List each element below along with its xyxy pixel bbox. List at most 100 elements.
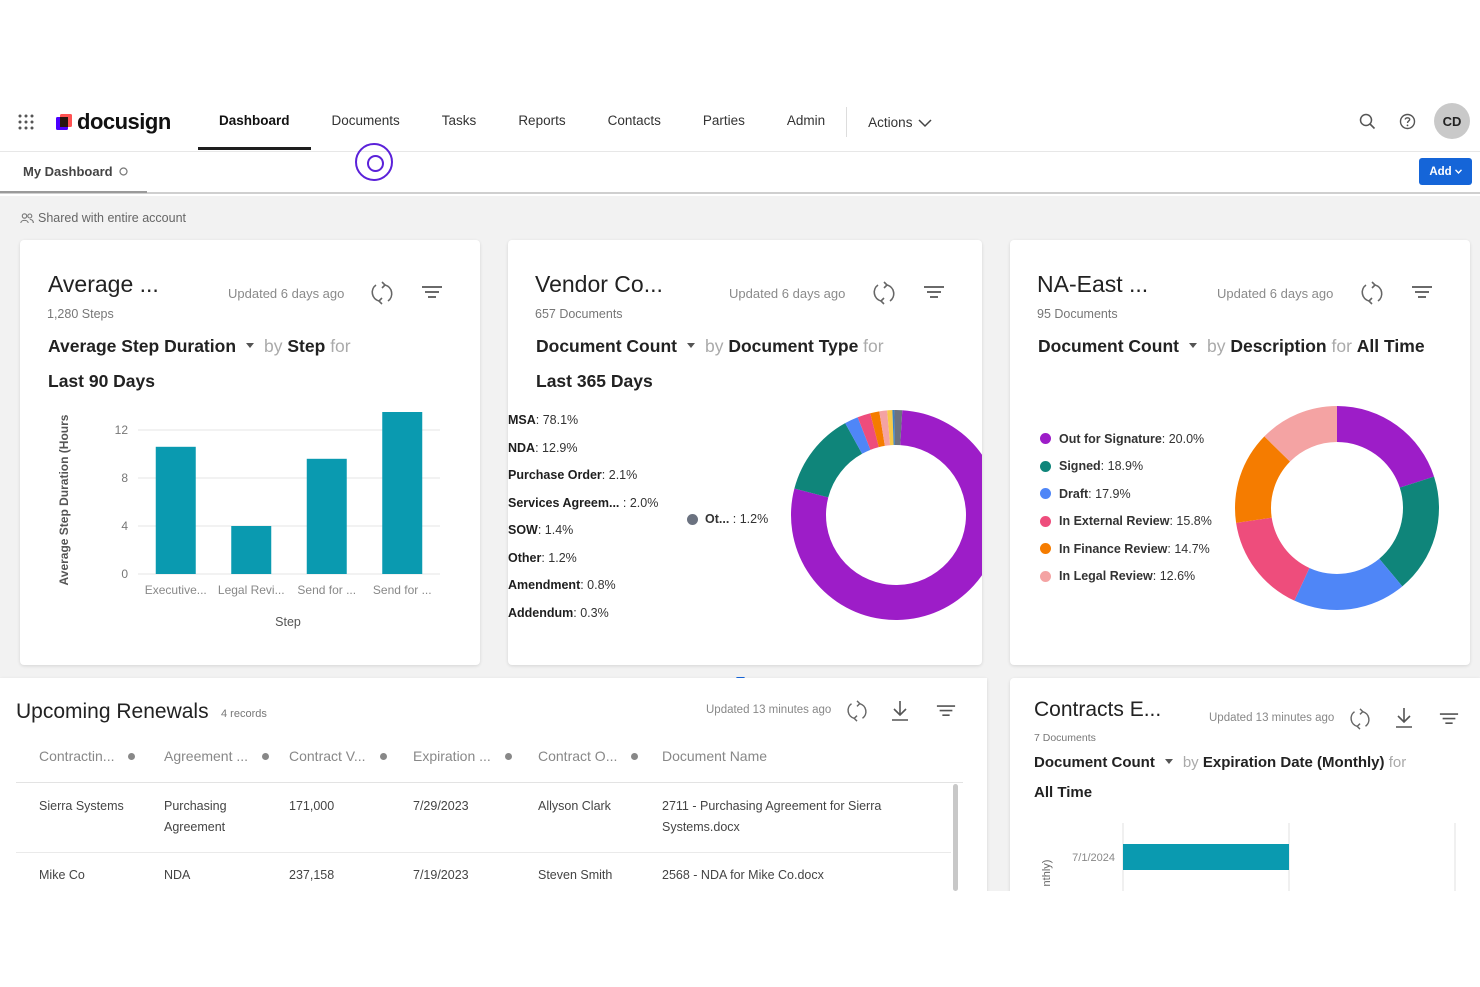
legend-label: Services Agreem... — [508, 495, 620, 510]
table-scrollbar[interactable] — [953, 784, 958, 891]
nav-actions-dropdown[interactable]: Actions — [847, 95, 932, 151]
chevron-down-icon[interactable] — [246, 343, 255, 349]
sort-icon[interactable] — [128, 752, 136, 760]
column-header[interactable]: Contract V... — [289, 745, 387, 767]
chevron-down-icon[interactable] — [686, 343, 695, 349]
legend-item[interactable]: Amendment: 0.8% — [508, 578, 658, 606]
bar[interactable] — [382, 412, 423, 574]
filter-icon[interactable] — [1439, 712, 1459, 727]
legend-item[interactable]: In External Review: 15.8% — [1040, 508, 1212, 536]
donut-slice[interactable] — [1236, 517, 1310, 601]
metric-selector[interactable]: Average Step Duration — [48, 336, 237, 356]
donut-slice[interactable] — [791, 410, 982, 620]
document-link[interactable]: 2568 - NDA for Mike Co.docx — [662, 868, 824, 882]
period-field[interactable]: Last 365 Days — [536, 371, 653, 391]
legend-item[interactable]: SOW: 1.4% — [508, 523, 658, 551]
donut-slice[interactable] — [845, 417, 871, 454]
chevron-down-icon[interactable] — [1188, 343, 1197, 349]
donut-slice[interactable] — [870, 411, 885, 448]
user-avatar[interactable]: CD — [1434, 103, 1470, 139]
filter-icon[interactable] — [936, 704, 956, 719]
filter-icon[interactable] — [1411, 285, 1433, 301]
report-query: Document Count by Document Type for Last … — [536, 329, 976, 399]
donut-slice[interactable] — [1264, 406, 1337, 462]
group-by-field[interactable]: Description — [1230, 336, 1327, 356]
search-button[interactable] — [1354, 108, 1380, 134]
metric-selector[interactable]: Document Count — [1038, 336, 1179, 356]
add-button[interactable]: Add — [1419, 158, 1472, 185]
sort-icon[interactable] — [262, 752, 270, 760]
legend-label: Signed — [1059, 459, 1101, 474]
nav-admin[interactable]: Admin — [786, 113, 826, 128]
sort-icon[interactable] — [504, 752, 512, 760]
legend-other-item[interactable]: Ot... : 1.2% — [687, 512, 768, 526]
bar[interactable] — [231, 526, 272, 574]
donut-slice[interactable] — [794, 423, 863, 498]
legend-item[interactable]: Services Agreem... : 2.0% — [508, 496, 658, 524]
legend-item[interactable]: In Finance Review: 14.7% — [1040, 535, 1212, 563]
metric-selector[interactable]: Document Count — [1034, 754, 1155, 771]
column-header[interactable]: Agreement ... — [164, 745, 270, 767]
legend-text: In Finance Review: 14.7% — [1059, 542, 1210, 556]
nav-dashboard[interactable]: Dashboard — [198, 95, 311, 151]
help-button[interactable] — [1394, 108, 1420, 134]
chevron-down-icon[interactable] — [1164, 759, 1173, 765]
refresh-icon[interactable] — [1349, 707, 1371, 731]
legend-item[interactable]: Addendum: 0.3% — [508, 606, 658, 634]
app-launcher-icon[interactable] — [17, 113, 35, 131]
donut-slice[interactable] — [1294, 558, 1403, 610]
refresh-icon[interactable] — [1360, 280, 1384, 306]
legend-item[interactable]: In Legal Review: 12.6% — [1040, 563, 1212, 591]
column-header[interactable]: Contract O... — [538, 745, 639, 767]
docusign-logo-mark-icon — [56, 113, 72, 130]
donut-slice[interactable] — [857, 413, 879, 450]
refresh-icon[interactable] — [370, 280, 394, 306]
bar[interactable] — [306, 458, 347, 574]
donut-slice[interactable] — [1235, 436, 1291, 523]
group-by-field[interactable]: Step — [287, 336, 326, 356]
nav-reports[interactable]: Reports — [518, 113, 566, 128]
donut-slice[interactable] — [894, 410, 903, 446]
info-icon[interactable] — [118, 167, 128, 176]
period-field[interactable]: Last 90 Days — [48, 371, 156, 391]
donut-slice[interactable] — [892, 410, 895, 446]
donut-slice[interactable] — [1379, 476, 1439, 587]
tab-my-dashboard[interactable]: My Dashboard — [0, 152, 147, 193]
legend-item[interactable]: MSA: 78.1% — [508, 413, 658, 441]
bar[interactable] — [1123, 844, 1289, 870]
bar[interactable] — [155, 446, 196, 574]
legend-item[interactable]: NDA: 12.9% — [508, 441, 658, 469]
by-word: by — [704, 336, 724, 356]
legend-item[interactable]: Signed: 18.9% — [1040, 453, 1212, 481]
docusign-logo[interactable]: docusign — [56, 108, 171, 136]
filter-icon[interactable] — [421, 285, 443, 301]
donut-slice[interactable] — [887, 410, 894, 446]
filter-icon[interactable] — [923, 285, 945, 301]
legend-label: Draft — [1059, 486, 1089, 501]
column-header[interactable]: Expiration ... — [413, 745, 512, 767]
document-link[interactable]: 2711 - Purchasing Agreement for Sierra S… — [662, 799, 882, 834]
group-by-field[interactable]: Expiration Date (Monthly) — [1202, 754, 1385, 771]
legend-item[interactable]: Purchase Order: 2.1% — [508, 468, 658, 496]
metric-selector[interactable]: Document Count — [536, 336, 677, 356]
column-header[interactable]: Contractin... — [39, 745, 136, 767]
legend-item[interactable]: Other: 1.2% — [508, 551, 658, 579]
refresh-icon[interactable] — [872, 280, 896, 306]
nav-tasks[interactable]: Tasks — [441, 113, 477, 128]
group-by-field[interactable]: Document Type — [728, 336, 859, 356]
donut-slice[interactable] — [879, 410, 891, 446]
column-header[interactable]: Document Name — [662, 745, 767, 767]
refresh-icon[interactable] — [846, 699, 868, 723]
period-field[interactable]: All Time — [1034, 784, 1093, 801]
legend-item[interactable]: Out for Signature: 20.0% — [1040, 425, 1212, 453]
sort-icon[interactable] — [631, 752, 639, 760]
nav-documents[interactable]: Documents — [331, 113, 400, 128]
period-field[interactable]: All Time — [1356, 336, 1425, 356]
nav-contacts[interactable]: Contacts — [607, 113, 661, 128]
nav-parties[interactable]: Parties — [702, 113, 745, 128]
sort-icon[interactable] — [379, 752, 387, 760]
download-icon[interactable] — [890, 700, 910, 722]
legend-item[interactable]: Draft: 17.9% — [1040, 480, 1212, 508]
donut-slice[interactable] — [1337, 406, 1435, 488]
download-icon[interactable] — [1394, 707, 1414, 729]
